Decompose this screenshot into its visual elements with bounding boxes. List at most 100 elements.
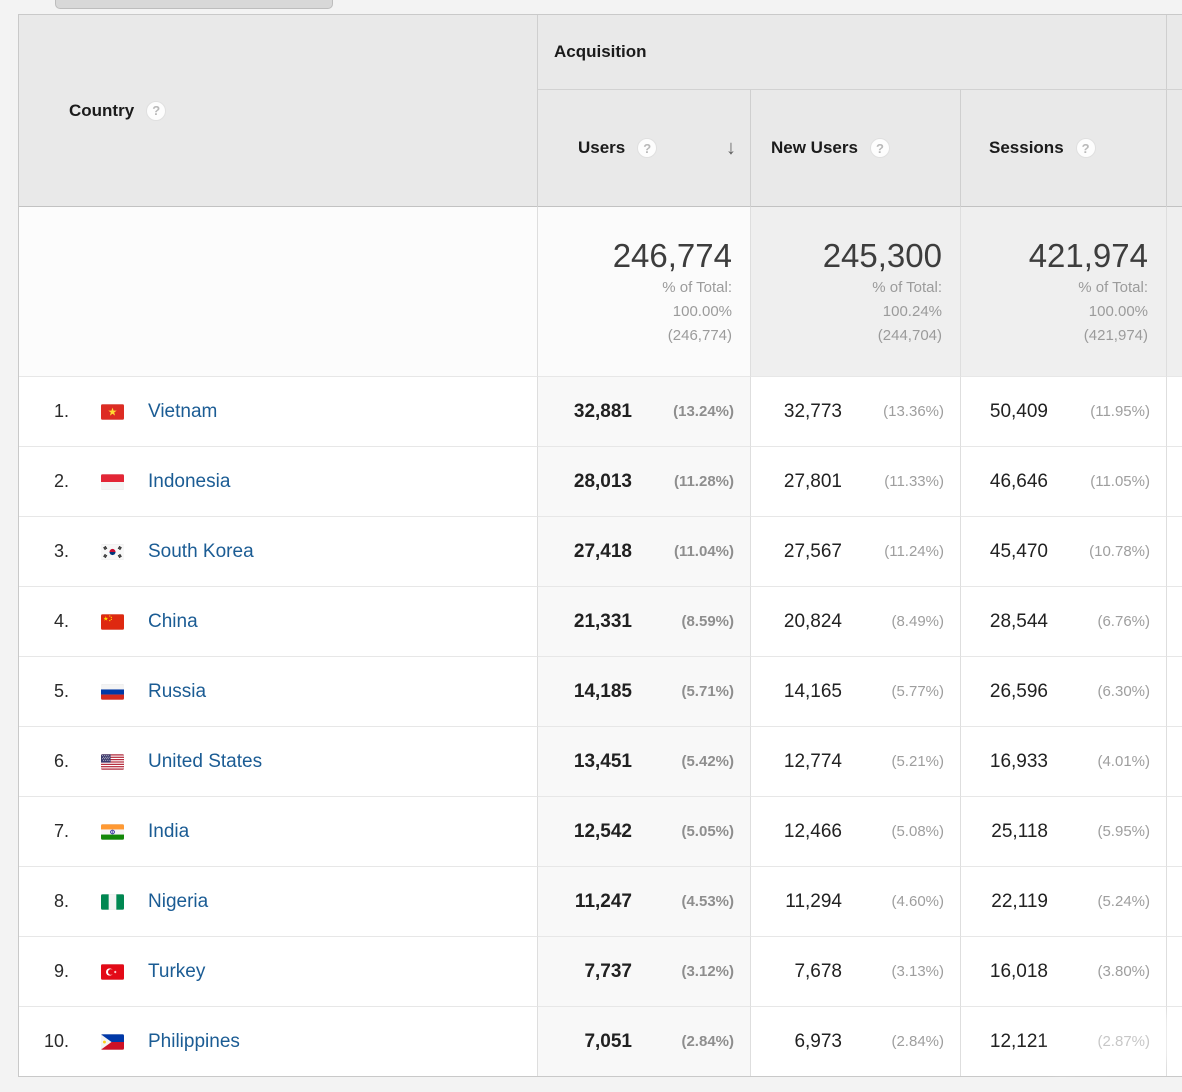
row-rank: 7.: [53, 821, 69, 841]
flag-south-korea-icon: [101, 543, 124, 560]
flag-china-icon: [101, 613, 124, 630]
group-header-acquisition: Acquisition: [538, 15, 1167, 89]
new-users-cell: 12,774 (5.21%): [751, 726, 961, 796]
users-cell: 32,881 (13.24%): [538, 376, 751, 446]
next-group-header-sliver: [1167, 89, 1182, 206]
country-link[interactable]: Philippines: [148, 1030, 240, 1052]
row-sliver: [1167, 866, 1182, 936]
sessions-cell: 28,544 (6.76%): [961, 586, 1167, 656]
acquisition-header-label: Acquisition: [554, 42, 647, 61]
country-cell: 9. Turkey: [19, 936, 538, 1006]
sessions-cell: 45,470 (10.78%): [961, 516, 1167, 586]
row-sliver: [1167, 796, 1182, 866]
users-cell: 14,185 (5.71%): [538, 656, 751, 726]
summary-sessions: 421,974 % of Total: 100.00% (421,974): [961, 206, 1167, 376]
country-link[interactable]: South Korea: [148, 540, 254, 562]
row-rank: 6.: [53, 751, 69, 771]
new-users-cell: 27,567 (11.24%): [751, 516, 961, 586]
help-icon[interactable]: ?: [637, 138, 658, 158]
sessions-cell: 46,646 (11.05%): [961, 446, 1167, 516]
users-cell: 7,737 (3.12%): [538, 936, 751, 1006]
country-link[interactable]: Russia: [148, 680, 207, 702]
country-cell: 2. Indonesia: [19, 446, 538, 516]
next-group-header-sliver: [1167, 15, 1182, 89]
summary-users-total: 246,774: [612, 236, 732, 274]
users-cell: 28,013 (11.28%): [538, 446, 751, 516]
country-link[interactable]: China: [148, 610, 198, 632]
row-rank: 1.: [53, 401, 69, 421]
flag-united-states-icon: [101, 753, 124, 770]
users-cell: 11,247 (4.53%): [538, 866, 751, 936]
country-link[interactable]: Turkey: [148, 960, 206, 982]
sessions-cell: 22,119 (5.24%): [961, 866, 1167, 936]
new-users-cell: 11,294 (4.60%): [751, 866, 961, 936]
flag-vietnam-icon: [101, 403, 124, 420]
column-header-new-users[interactable]: New Users ?: [751, 89, 961, 206]
row-sliver: [1167, 376, 1182, 446]
sessions-header-label: Sessions: [989, 138, 1064, 157]
country-link[interactable]: Vietnam: [148, 400, 218, 422]
sessions-cell: 26,596 (6.30%): [961, 656, 1167, 726]
summary-users: 246,774 % of Total: 100.00% (246,774): [538, 206, 751, 376]
new-users-cell: 32,773 (13.36%): [751, 376, 961, 446]
help-icon[interactable]: ?: [1075, 138, 1096, 158]
users-cell: 13,451 (5.42%): [538, 726, 751, 796]
flag-nigeria-icon: [101, 893, 124, 910]
summary-new-users: 245,300 % of Total: 100.24% (244,704): [751, 206, 961, 376]
row-sliver: [1167, 516, 1182, 586]
flag-russia-icon: [101, 683, 124, 700]
column-header-users[interactable]: Users ? ↓: [538, 89, 751, 206]
row-rank: 8.: [53, 891, 69, 911]
row-rank: 2.: [53, 471, 69, 491]
new-users-cell: 7,678 (3.13%): [751, 936, 961, 1006]
row-rank: 9.: [53, 961, 69, 981]
new-users-cell: 12,466 (5.08%): [751, 796, 961, 866]
row-sliver: [1167, 936, 1182, 1006]
partial-toolbar-button[interactable]: [55, 0, 333, 9]
summary-country-cell: [19, 206, 538, 376]
sessions-cell: 16,933 (4.01%): [961, 726, 1167, 796]
country-cell: 8. Nigeria: [19, 866, 538, 936]
country-cell: 10. Philippines: [19, 1006, 538, 1076]
users-cell: 12,542 (5.05%): [538, 796, 751, 866]
users-cell: 27,418 (11.04%): [538, 516, 751, 586]
flag-philippines-icon: [101, 1033, 124, 1050]
users-cell: 7,051 (2.84%): [538, 1006, 751, 1076]
row-rank: 5.: [53, 681, 69, 701]
new-users-cell: 6,973 (2.84%): [751, 1006, 961, 1076]
country-cell: 1. Vietnam: [19, 376, 538, 446]
row-rank: 3.: [53, 541, 69, 561]
row-sliver: [1167, 656, 1182, 726]
help-icon[interactable]: ?: [146, 100, 167, 121]
sessions-cell: 25,118 (5.95%): [961, 796, 1167, 866]
row-sliver: [1167, 1006, 1182, 1076]
row-sliver: [1167, 726, 1182, 796]
users-cell: 21,331 (8.59%): [538, 586, 751, 656]
column-header-country[interactable]: Country ?: [19, 15, 538, 206]
flag-india-icon: [101, 823, 124, 840]
new-users-cell: 20,824 (8.49%): [751, 586, 961, 656]
country-cell: 6. United States: [19, 726, 538, 796]
country-cell: 7. India: [19, 796, 538, 866]
country-link[interactable]: Indonesia: [148, 470, 231, 492]
new-users-cell: 14,165 (5.77%): [751, 656, 961, 726]
country-link[interactable]: India: [148, 820, 190, 842]
sessions-cell: 50,409 (11.95%): [961, 376, 1167, 446]
analytics-country-table: Country ? Acquisition Users ? ↓ New User…: [18, 14, 1182, 1077]
help-icon[interactable]: ?: [869, 138, 890, 158]
row-sliver: [1167, 446, 1182, 516]
summary-sessions-total: 421,974: [1028, 236, 1148, 274]
country-cell: 4. China: [19, 586, 538, 656]
users-header-label: Users: [578, 138, 626, 157]
new-users-cell: 27,801 (11.33%): [751, 446, 961, 516]
country-link[interactable]: United States: [148, 750, 263, 772]
country-cell: 5. Russia: [19, 656, 538, 726]
sessions-cell: 12,121 (2.87%): [961, 1006, 1167, 1076]
flag-turkey-icon: [101, 963, 124, 980]
row-rank: 4.: [53, 611, 69, 631]
row-rank: 10.: [43, 1031, 69, 1051]
country-link[interactable]: Nigeria: [148, 890, 209, 912]
country-header-label: Country: [69, 100, 135, 120]
country-cell: 3. South Korea: [19, 516, 538, 586]
column-header-sessions[interactable]: Sessions ?: [961, 89, 1167, 206]
